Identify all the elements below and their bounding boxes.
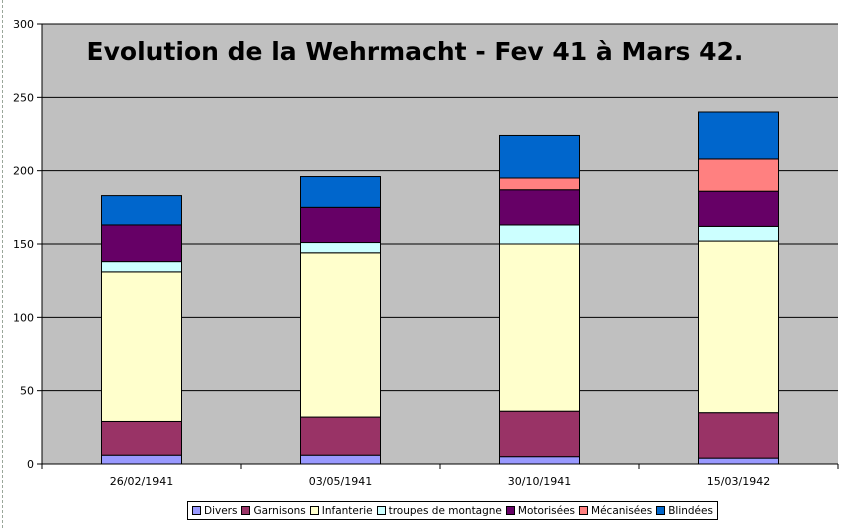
legend-swatch [579, 506, 589, 515]
legend-item: Infanterie [309, 504, 373, 517]
bar-segment [499, 456, 580, 465]
y-tick-label: 100 [13, 311, 34, 324]
bar-segment [499, 134, 580, 179]
bar-segment [101, 195, 182, 226]
bar-segment [698, 190, 779, 227]
legend-label: Motorisées [517, 504, 576, 517]
y-axis: 0 50 100 150 200 250 300 [13, 18, 43, 471]
bar-segment [101, 454, 182, 465]
y-tick-label: 250 [13, 91, 34, 104]
bar-segment [499, 177, 580, 191]
bar-segment [300, 252, 381, 418]
legend-label: Mécanisées [591, 504, 653, 517]
legend-label: Garnisons [253, 504, 306, 517]
bar-segment [300, 206, 381, 244]
x-tick-label: 15/03/1942 [707, 475, 770, 488]
chart-title: Evolution de la Wehrmacht - Fev 41 à Mar… [87, 37, 744, 66]
bar-segment [300, 242, 381, 254]
y-tick-label: 150 [13, 238, 34, 251]
bar-segment [499, 189, 580, 226]
y-tick-label: 200 [13, 165, 34, 178]
bar-segment [698, 111, 779, 160]
y-tick-label: 50 [20, 385, 34, 398]
legend: Divers Garnisons Infanterie troupes de mont… [187, 501, 718, 520]
legend-label: Infanterie [321, 504, 373, 517]
bar-segment [499, 224, 580, 245]
legend-swatch [241, 506, 251, 515]
bars [101, 111, 779, 465]
page-border-line [2, 0, 3, 528]
legend-swatch [192, 506, 201, 515]
bar-segment [698, 457, 779, 465]
legend-item: Divers [192, 505, 237, 517]
x-tick-label: 26/02/1941 [110, 475, 173, 488]
legend-item: Blindées [656, 505, 713, 517]
y-tick-label: 300 [13, 18, 34, 31]
legend-swatch [505, 506, 515, 515]
legend-swatch [376, 506, 386, 515]
y-tick-label: 0 [27, 458, 34, 471]
legend-label: troupes de montagne [388, 504, 502, 517]
x-axis: 26/02/1941 03/05/1941 30/10/1941 15/03/1942 [41, 463, 839, 488]
legend-item: Mécanisées [579, 505, 652, 517]
legend-item: Motorisées [505, 504, 576, 517]
bar-segment [698, 225, 779, 242]
bar-segment [101, 224, 182, 263]
bar-segment [300, 176, 381, 208]
bar-segment [101, 261, 182, 273]
bar-segment [698, 412, 779, 459]
x-tick-label: 30/10/1941 [508, 475, 571, 488]
legend-swatch [656, 506, 666, 515]
bar-segment [698, 158, 779, 192]
bar-segment [101, 420, 182, 456]
bar-segment [300, 454, 381, 465]
legend-item: Garnisons [241, 504, 306, 517]
legend-swatch [309, 506, 319, 515]
legend-label: Divers [204, 504, 238, 517]
bar-segment [698, 240, 779, 414]
legend-label: Blindées [668, 504, 713, 517]
bar-segment [499, 410, 580, 458]
bar-segment [101, 271, 182, 422]
bar-segment [300, 416, 381, 456]
legend-item: troupes de montagne [376, 504, 502, 517]
x-tick-label: 03/05/1941 [309, 475, 372, 488]
bar-segment [499, 243, 580, 412]
